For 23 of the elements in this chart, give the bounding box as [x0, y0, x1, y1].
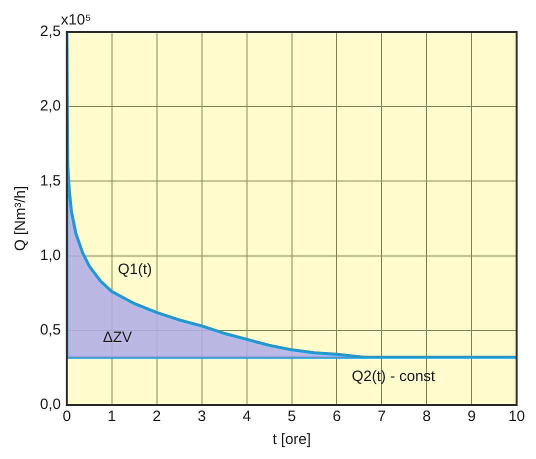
annotation: ΔZV — [102, 329, 132, 346]
y-tick-label: 0,0 — [40, 396, 61, 414]
x-tick-label: 2 — [152, 408, 161, 426]
y-tick-label: 2,5 — [40, 23, 61, 40]
x-tick-label: 6 — [332, 408, 341, 426]
y-tick-label: 1,0 — [40, 246, 61, 264]
x-tick-label: 3 — [198, 408, 206, 426]
x-tick-label: 7 — [378, 408, 386, 426]
x-tick-label: 0 — [62, 408, 72, 426]
x-tick-label: 4 — [242, 408, 251, 426]
x-tick-label: 1 — [108, 408, 116, 426]
x-tick-label: 5 — [288, 408, 296, 426]
y-tick-label: 0,5 — [40, 322, 61, 339]
series-label: Q1(t) — [118, 261, 152, 278]
x-axis-title: t [ore] — [272, 431, 311, 448]
series-label: Q2(t) - const — [352, 368, 436, 385]
y-axis-title: Q [Nm³/h] — [12, 186, 30, 252]
text: x10⁵ — [60, 12, 92, 29]
x-tick-label: 10 — [508, 408, 525, 426]
y-tick-label: 2,0 — [40, 98, 61, 115]
x-tick-label: 9 — [468, 408, 476, 426]
x-tick-label: 8 — [422, 408, 431, 426]
y-tick-label: 1,5 — [40, 172, 61, 190]
